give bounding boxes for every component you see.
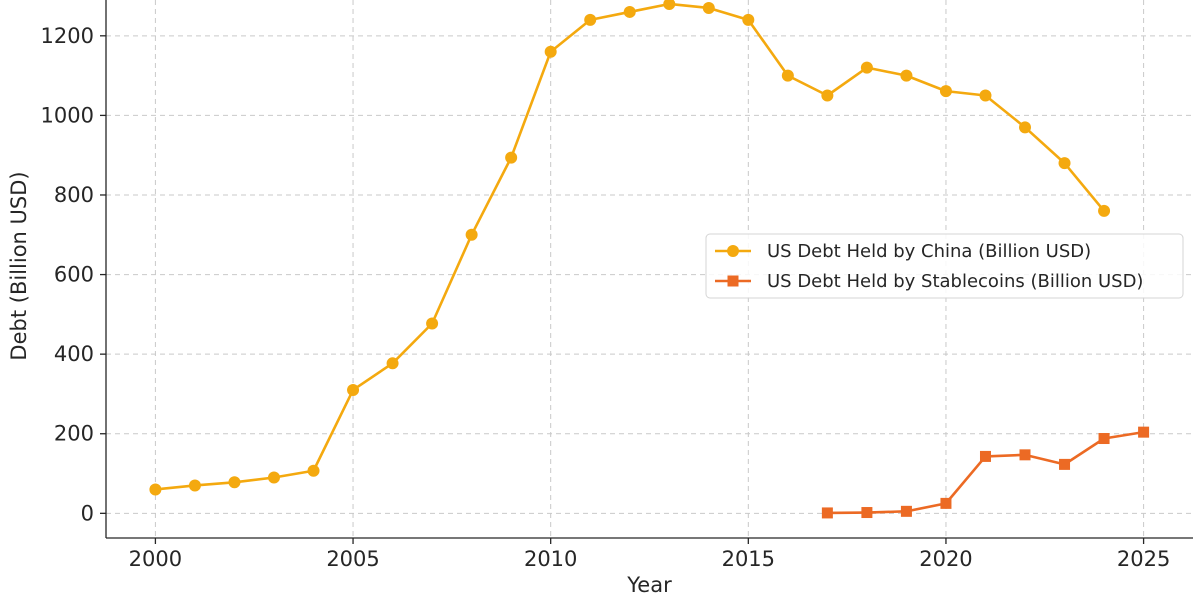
data-point [1059, 458, 1071, 470]
data-point [781, 69, 794, 82]
y-tick-label: 0 [81, 501, 94, 525]
legend-label: US Debt Held by China (Billion USD) [767, 241, 1091, 262]
data-point [307, 464, 320, 477]
data-point [267, 471, 280, 484]
y-tick-label: 1200 [41, 24, 94, 48]
data-point [505, 151, 518, 164]
data-point [465, 228, 478, 241]
legend-item: US Debt Held by China (Billion USD) [715, 241, 1091, 262]
data-point [1138, 426, 1150, 438]
y-tick-label: 600 [54, 263, 94, 287]
data-point [426, 317, 439, 330]
x-tick-label: 2010 [524, 547, 577, 571]
x-tick-label: 2020 [919, 547, 972, 571]
grid [106, 0, 1193, 538]
x-tick-label: 2015 [722, 547, 775, 571]
series-1 [149, 0, 1111, 496]
data-point [1058, 157, 1071, 170]
data-point [900, 505, 912, 517]
data-point [861, 507, 873, 519]
data-point [663, 0, 676, 10]
data-point [228, 476, 241, 489]
data-point [900, 69, 913, 82]
data-point [1098, 433, 1110, 445]
data-point [188, 479, 201, 492]
data-point [149, 483, 162, 496]
data-point [623, 5, 636, 18]
data-point [821, 507, 833, 519]
y-tick-label: 1000 [41, 103, 94, 127]
legend-marker [727, 275, 739, 287]
data-point [860, 61, 873, 74]
x-tick-label: 2025 [1117, 547, 1170, 571]
data-point [939, 85, 952, 98]
axes: 2000 2005 2010 2015 2020 2025 0 200 400 600 800 100… [41, 0, 1193, 571]
data-point [821, 89, 834, 102]
legend-box [705, 233, 1184, 299]
legend-item: US Debt Held by Stablecoins (Billion USD… [715, 271, 1143, 292]
series-2 [821, 426, 1150, 519]
data-point [386, 357, 399, 370]
series-line [827, 430, 1144, 515]
series [149, 0, 1150, 519]
data-point [979, 89, 992, 102]
data-point [940, 497, 952, 509]
data-point [1098, 204, 1111, 217]
y-tick-label: 200 [54, 422, 94, 446]
data-point [347, 383, 360, 396]
data-point [979, 450, 991, 462]
data-point [742, 13, 755, 26]
legend: US Debt Held by China (Billion USD) US De… [705, 233, 1184, 299]
y-tick-label: 400 [54, 342, 94, 366]
legend-label: US Debt Held by Stablecoins (Billion USD… [767, 271, 1143, 292]
data-point [584, 13, 597, 26]
x-axis-label: Year [626, 573, 672, 597]
x-tick-label: 2005 [326, 547, 379, 571]
y-tick-label: 800 [54, 183, 94, 207]
data-point [702, 1, 715, 14]
data-point [1019, 121, 1032, 134]
data-point [1019, 449, 1031, 461]
legend-marker [727, 245, 739, 257]
x-tick-label: 2000 [129, 547, 182, 571]
data-point [544, 45, 557, 58]
y-axis-label: Debt (Billion USD) [7, 171, 31, 360]
